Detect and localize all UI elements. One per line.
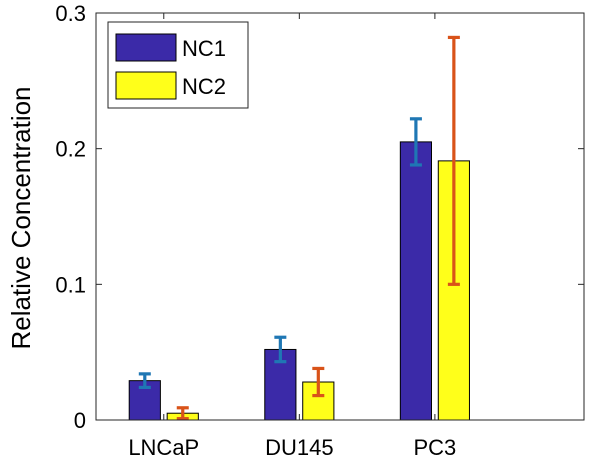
axes-box <box>95 12 585 421</box>
error-bar-nc2-du145 <box>312 366 325 398</box>
legend-swatch-nc2 <box>115 71 177 100</box>
legend: NC1 NC2 <box>107 21 249 109</box>
legend-label-nc2: NC2 <box>182 74 226 99</box>
bar-nc1-pc3 <box>399 141 433 421</box>
error-bar-nc1-pc3 <box>409 117 422 167</box>
error-bar-nc1-du145 <box>274 335 287 364</box>
error-bar-nc1-lncap <box>138 372 151 390</box>
y-tick-label: 0.3 <box>55 1 86 26</box>
x-tick-label-du145: DU145 <box>265 435 333 460</box>
error-bar-nc2-pc3 <box>447 35 460 286</box>
y-tick-label: 0.2 <box>55 137 86 162</box>
x-tick-label-pc3: PC3 <box>413 435 456 460</box>
y-tick-label: 0 <box>74 408 86 433</box>
error-bar-nc2-lncap <box>176 406 189 421</box>
plot-area: 0 0.1 0.2 0.3 LNCaP DU145 PC3 <box>55 1 585 460</box>
y-tick-label: 0.1 <box>55 272 86 297</box>
legend-label-nc1: NC1 <box>182 36 226 61</box>
x-tick-label-lncap: LNCaP <box>128 435 199 460</box>
y-axis-title: Relative Concentration <box>6 86 36 349</box>
legend-swatch-nc1 <box>115 33 177 62</box>
